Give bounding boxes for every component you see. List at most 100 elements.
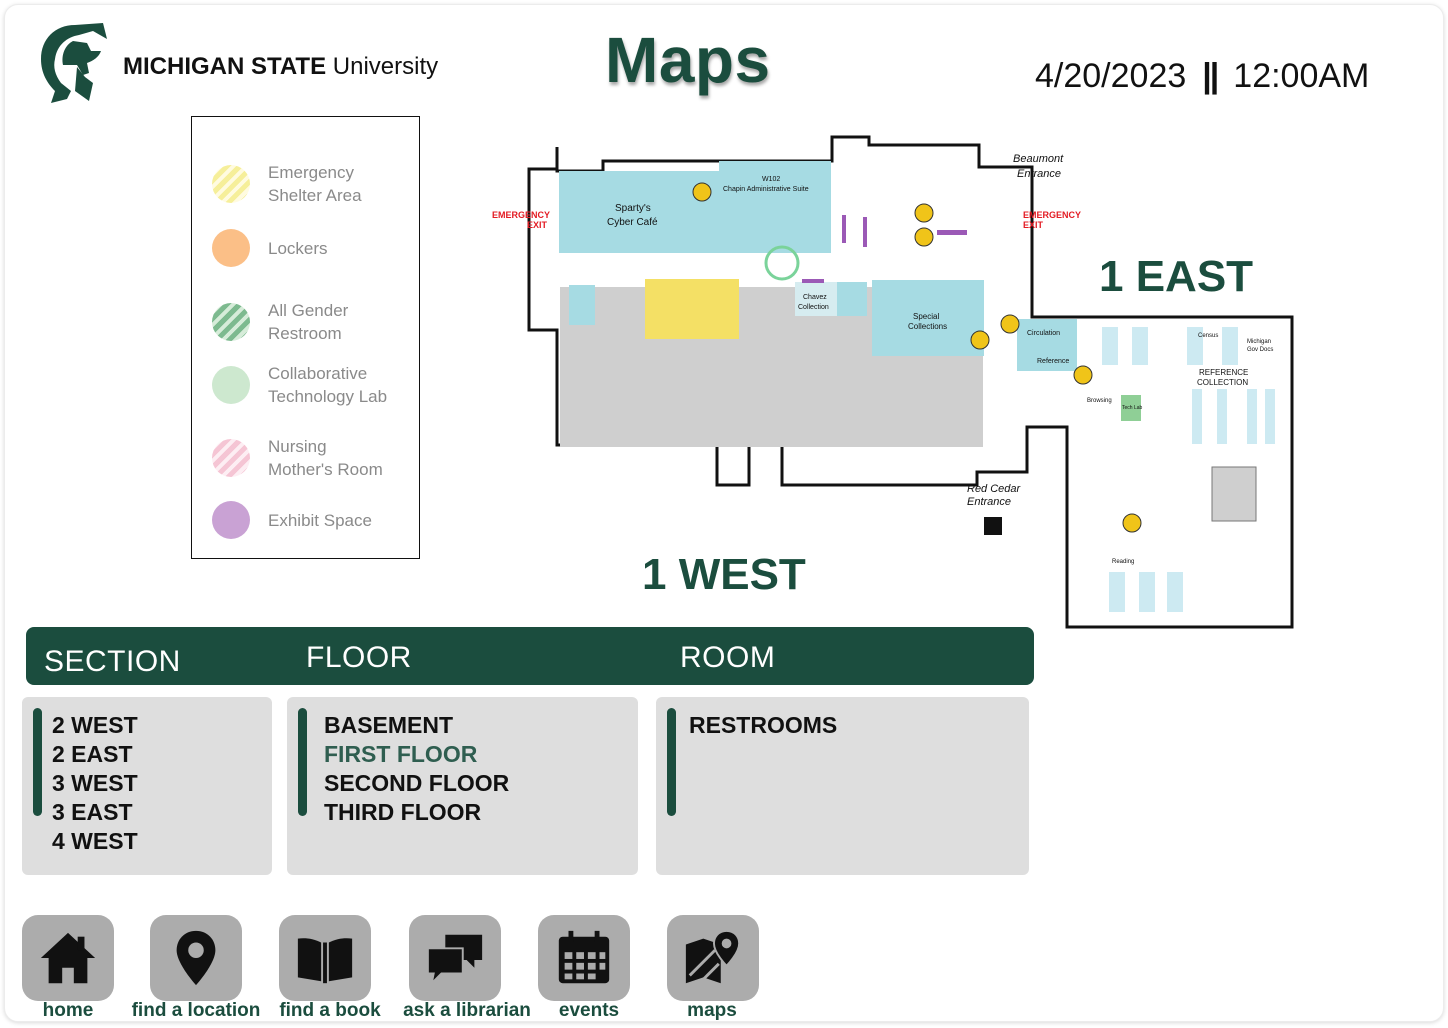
location-pin-icon xyxy=(176,930,216,986)
restroom-area xyxy=(645,279,739,339)
spartan-helmet-logo xyxy=(41,23,107,103)
legend-label-line: Emergency xyxy=(268,163,354,182)
section-panel: 2 WEST 2 EAST 3 WEST 3 EAST 4 WEST xyxy=(22,697,272,875)
reference-area xyxy=(1017,319,1077,371)
nav-ask-librarian-button[interactable] xyxy=(409,915,501,1001)
map-text: Reading xyxy=(1112,559,1134,565)
map-text: Red Cedar xyxy=(967,483,1022,495)
nav-ask-librarian-label[interactable]: ask a librarian xyxy=(403,1000,531,1021)
legend-label-line: All Gender xyxy=(268,301,349,320)
legend-label-line: Lockers xyxy=(268,238,328,258)
legend-item-tech-lab: Collaborative Technology Lab xyxy=(212,362,408,408)
nav-home-label[interactable]: home xyxy=(42,1000,94,1021)
library-area xyxy=(569,285,595,325)
spartys-area xyxy=(559,171,719,253)
map-label-west: 1 WEST xyxy=(642,550,806,599)
room-item[interactable]: RESTROOMS xyxy=(689,712,838,738)
floor-panel: BASEMENT FIRST FLOOR SECOND FLOOR THIRD … xyxy=(287,697,638,875)
brand-light: University xyxy=(332,53,439,80)
floor-item[interactable]: THIRD FLOOR xyxy=(324,799,482,825)
accessible-icon xyxy=(984,517,1002,535)
section-item[interactable]: 2 WEST xyxy=(52,712,138,738)
map-text: Tech Lab xyxy=(1122,405,1143,411)
section-header: SECTION xyxy=(44,645,181,678)
legend-label-line: Restroom xyxy=(268,324,342,343)
map-text: COLLECTION xyxy=(1197,378,1248,387)
legend-item-emergency-shelter: Emergency Shelter Area xyxy=(212,161,408,207)
map-text: Chavez xyxy=(803,294,827,301)
room-header: ROOM xyxy=(680,641,776,674)
nav-maps-button[interactable] xyxy=(667,915,759,1001)
map-text: EXIT xyxy=(527,220,548,230)
map-text: Cyber Café xyxy=(607,217,658,228)
nav-events-button[interactable] xyxy=(538,915,630,1001)
chat-bubbles-icon xyxy=(426,934,483,987)
map-text: Census xyxy=(1198,333,1218,339)
legend-item-all-gender-restroom: All Gender Restroom xyxy=(212,299,408,345)
map-text: Reference xyxy=(1037,358,1069,365)
section-item[interactable]: 4 WEST xyxy=(52,828,138,854)
map-text: Beaumont xyxy=(1013,153,1064,165)
nav-find-book-label[interactable]: find a book xyxy=(279,1000,381,1021)
map-text: Sparty's xyxy=(615,203,651,214)
locker-icon xyxy=(970,330,990,350)
room-scroll-indicator[interactable] xyxy=(667,708,676,816)
locker-icon xyxy=(1122,513,1142,533)
legend-label-line: Shelter Area xyxy=(268,186,362,205)
room-panel: RESTROOMS xyxy=(656,697,1029,875)
legend-swatch-shelter xyxy=(212,165,250,203)
map-text: Special xyxy=(913,312,939,321)
section-list: 2 WEST 2 EAST 3 WEST 3 EAST 4 WEST xyxy=(52,711,138,856)
floor-scroll-indicator[interactable] xyxy=(298,708,307,816)
locker-icon xyxy=(692,182,712,202)
university-name: MICHIGAN STATE University xyxy=(123,53,438,81)
map-label-east: 1 EAST xyxy=(1099,252,1253,301)
map-legend: Emergency Shelter Area Lockers All Gender… xyxy=(191,116,420,559)
floor-map[interactable]: EMERGENCY EXIT EMERGENCY EXIT Beaumont E… xyxy=(487,127,1367,632)
nav-events-label[interactable]: events xyxy=(558,1000,620,1021)
brand-bold: MICHIGAN STATE xyxy=(123,53,327,80)
map-text: Entrance xyxy=(967,496,1011,508)
date-time-separator: || xyxy=(1202,57,1219,95)
date-text: 4/20/2023 xyxy=(1035,57,1187,95)
locker-icon xyxy=(914,227,934,247)
floor-item-selected[interactable]: FIRST FLOOR xyxy=(324,741,478,767)
floor-list: BASEMENT FIRST FLOOR SECOND FLOOR THIRD … xyxy=(324,711,509,827)
elevator-area xyxy=(1211,466,1257,522)
legend-label-line: Technology Lab xyxy=(268,387,388,406)
legend-item-lockers: Lockers xyxy=(212,229,408,267)
legend-label-line: Collaborative xyxy=(268,364,368,383)
nav-maps-label[interactable]: maps xyxy=(687,1000,737,1021)
legend-item-exhibit-space: Exhibit Space xyxy=(212,501,408,539)
nav-find-book-button[interactable] xyxy=(279,915,371,1001)
legend-swatch-lockers xyxy=(212,229,250,267)
legend-swatch-exhibit xyxy=(212,501,250,539)
app-frame: MICHIGAN STATE University Maps 4/20/2023… xyxy=(4,4,1444,1022)
section-item[interactable]: 2 EAST xyxy=(52,741,133,767)
chapin-area xyxy=(719,161,831,253)
map-pin-icon xyxy=(685,929,741,984)
locker-icon xyxy=(1073,365,1093,385)
tech-lab-area xyxy=(1121,395,1141,421)
floor-item[interactable]: BASEMENT xyxy=(324,712,454,738)
nav-find-location-button[interactable] xyxy=(150,915,242,1001)
chavez-area xyxy=(795,282,837,316)
section-item[interactable]: 3 EAST xyxy=(52,799,133,825)
open-book-icon xyxy=(297,938,353,984)
map-text: Collections xyxy=(908,322,947,331)
map-text: Chapin Administrative Suite xyxy=(723,186,809,193)
nav-home-button[interactable] xyxy=(22,915,114,1001)
map-text: Michigan xyxy=(1247,339,1271,345)
room-list: RESTROOMS xyxy=(689,711,837,740)
time-text: 12:00AM xyxy=(1233,57,1370,95)
home-icon xyxy=(40,932,96,984)
section-scroll-indicator[interactable] xyxy=(33,708,42,816)
map-text: Gov Docs xyxy=(1247,347,1273,353)
floor-item[interactable]: SECOND FLOOR xyxy=(324,770,510,796)
floor-header: FLOOR xyxy=(306,641,412,674)
map-text: Browsing xyxy=(1087,398,1112,404)
map-text: REFERENCE xyxy=(1199,368,1248,377)
map-text: Circulation xyxy=(1027,330,1060,337)
section-item[interactable]: 3 WEST xyxy=(52,770,138,796)
nav-find-location-label[interactable]: find a location xyxy=(131,1000,261,1021)
